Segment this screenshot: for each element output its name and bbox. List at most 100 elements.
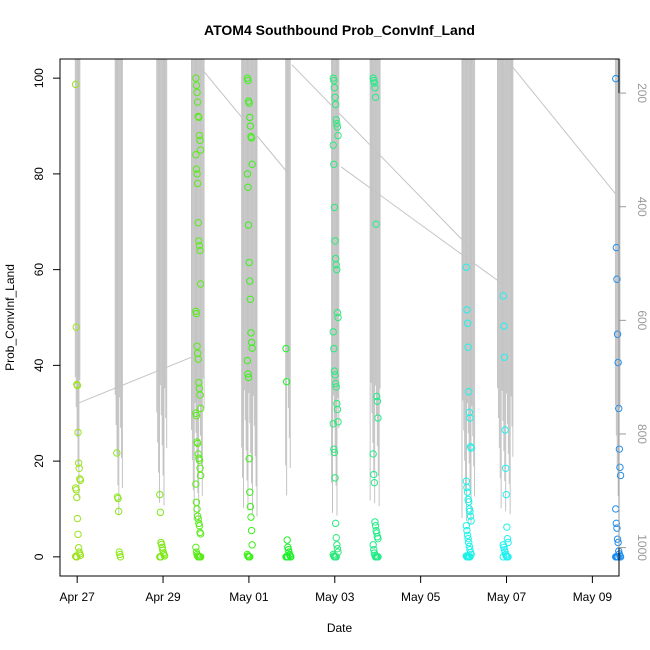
data-point (74, 459, 83, 467)
data-point (332, 261, 340, 269)
data-point (72, 323, 80, 331)
data-point (371, 522, 380, 530)
data-point (333, 265, 341, 274)
data-point (613, 524, 621, 532)
data-point (464, 534, 472, 543)
data-point (333, 309, 342, 317)
data-point (612, 519, 621, 528)
data-point (193, 505, 201, 513)
data-point (116, 553, 125, 561)
data-point (466, 553, 474, 561)
x-tick-label: May 01 (229, 590, 269, 604)
data-point (245, 455, 253, 463)
data-point (194, 515, 202, 523)
y-axis: 0 20 40 60 80 100 (32, 68, 61, 560)
data-point (246, 113, 254, 122)
data-point (247, 338, 256, 347)
data-point (332, 534, 340, 542)
plot-frame (59, 58, 620, 577)
data-point (613, 535, 622, 543)
data-point (246, 553, 254, 561)
data-point (329, 328, 337, 336)
data-point (330, 76, 338, 85)
data-point (73, 493, 81, 502)
data-point (246, 488, 254, 496)
data-point (246, 277, 254, 285)
x-tick-label: Apr 27 (59, 590, 95, 604)
data-point (369, 541, 377, 549)
data-point (369, 450, 377, 458)
data-point (114, 507, 123, 516)
data-point (192, 165, 201, 173)
data-point (194, 355, 202, 363)
data-point (373, 392, 381, 401)
data-point (465, 387, 473, 396)
data-point (504, 553, 512, 561)
data-point (464, 343, 472, 351)
data-point (467, 517, 475, 525)
data-point (503, 523, 511, 531)
data-point (333, 405, 342, 414)
data-point (74, 428, 82, 437)
data-point (192, 309, 201, 318)
y-tick-label: 0 (32, 553, 46, 560)
data-point (196, 391, 204, 399)
data-point (113, 449, 121, 457)
data-point (616, 471, 625, 480)
data-point (196, 553, 205, 561)
data-point (157, 553, 165, 561)
data-point (373, 397, 382, 405)
data-point (284, 553, 292, 561)
data-point (192, 411, 201, 420)
trace-connector (197, 64, 288, 173)
data-point (614, 358, 622, 367)
data-point (331, 474, 339, 482)
data-point (192, 543, 200, 551)
data-point (71, 80, 80, 89)
data-point (247, 329, 255, 337)
right-tick-label: 400 (635, 197, 649, 217)
data-point (462, 263, 471, 271)
data-point (371, 518, 379, 526)
data-point (195, 237, 203, 245)
data-point (330, 367, 339, 375)
data-point (330, 84, 339, 92)
data-point (329, 420, 337, 428)
data-point (374, 414, 382, 422)
data-point (332, 553, 340, 561)
data-point (374, 553, 382, 561)
data-point (463, 488, 472, 496)
data-point (193, 98, 202, 106)
data-point (465, 538, 473, 547)
data-point (193, 170, 201, 178)
data-point (334, 313, 342, 322)
right-tick-label: 200 (635, 83, 649, 103)
data-point (330, 448, 339, 457)
trace-connector (340, 166, 506, 287)
data-point (192, 74, 200, 82)
data-point (502, 490, 510, 499)
data-point (330, 344, 338, 353)
trace-connector (79, 353, 199, 404)
data-point (370, 470, 378, 479)
x-tick-label: May 07 (487, 590, 527, 604)
data-point (333, 399, 341, 408)
data-point (192, 81, 201, 90)
chart-title: ATOM4 Southbound Prob_ConvInf_Land (204, 22, 475, 38)
data-point (499, 292, 507, 300)
data-point (248, 160, 256, 169)
data-point (247, 526, 256, 535)
data-point (248, 344, 256, 352)
data-point (331, 379, 340, 388)
data-point (193, 179, 202, 188)
data-point (332, 383, 340, 391)
trace-connector (510, 64, 620, 199)
data-point (500, 322, 508, 330)
data-point (465, 498, 473, 506)
data-point (196, 471, 205, 480)
data-point (370, 478, 379, 487)
data-point (193, 88, 201, 97)
data-point (501, 464, 510, 472)
data-point (612, 243, 621, 252)
x-tick-label: May 03 (315, 590, 355, 604)
